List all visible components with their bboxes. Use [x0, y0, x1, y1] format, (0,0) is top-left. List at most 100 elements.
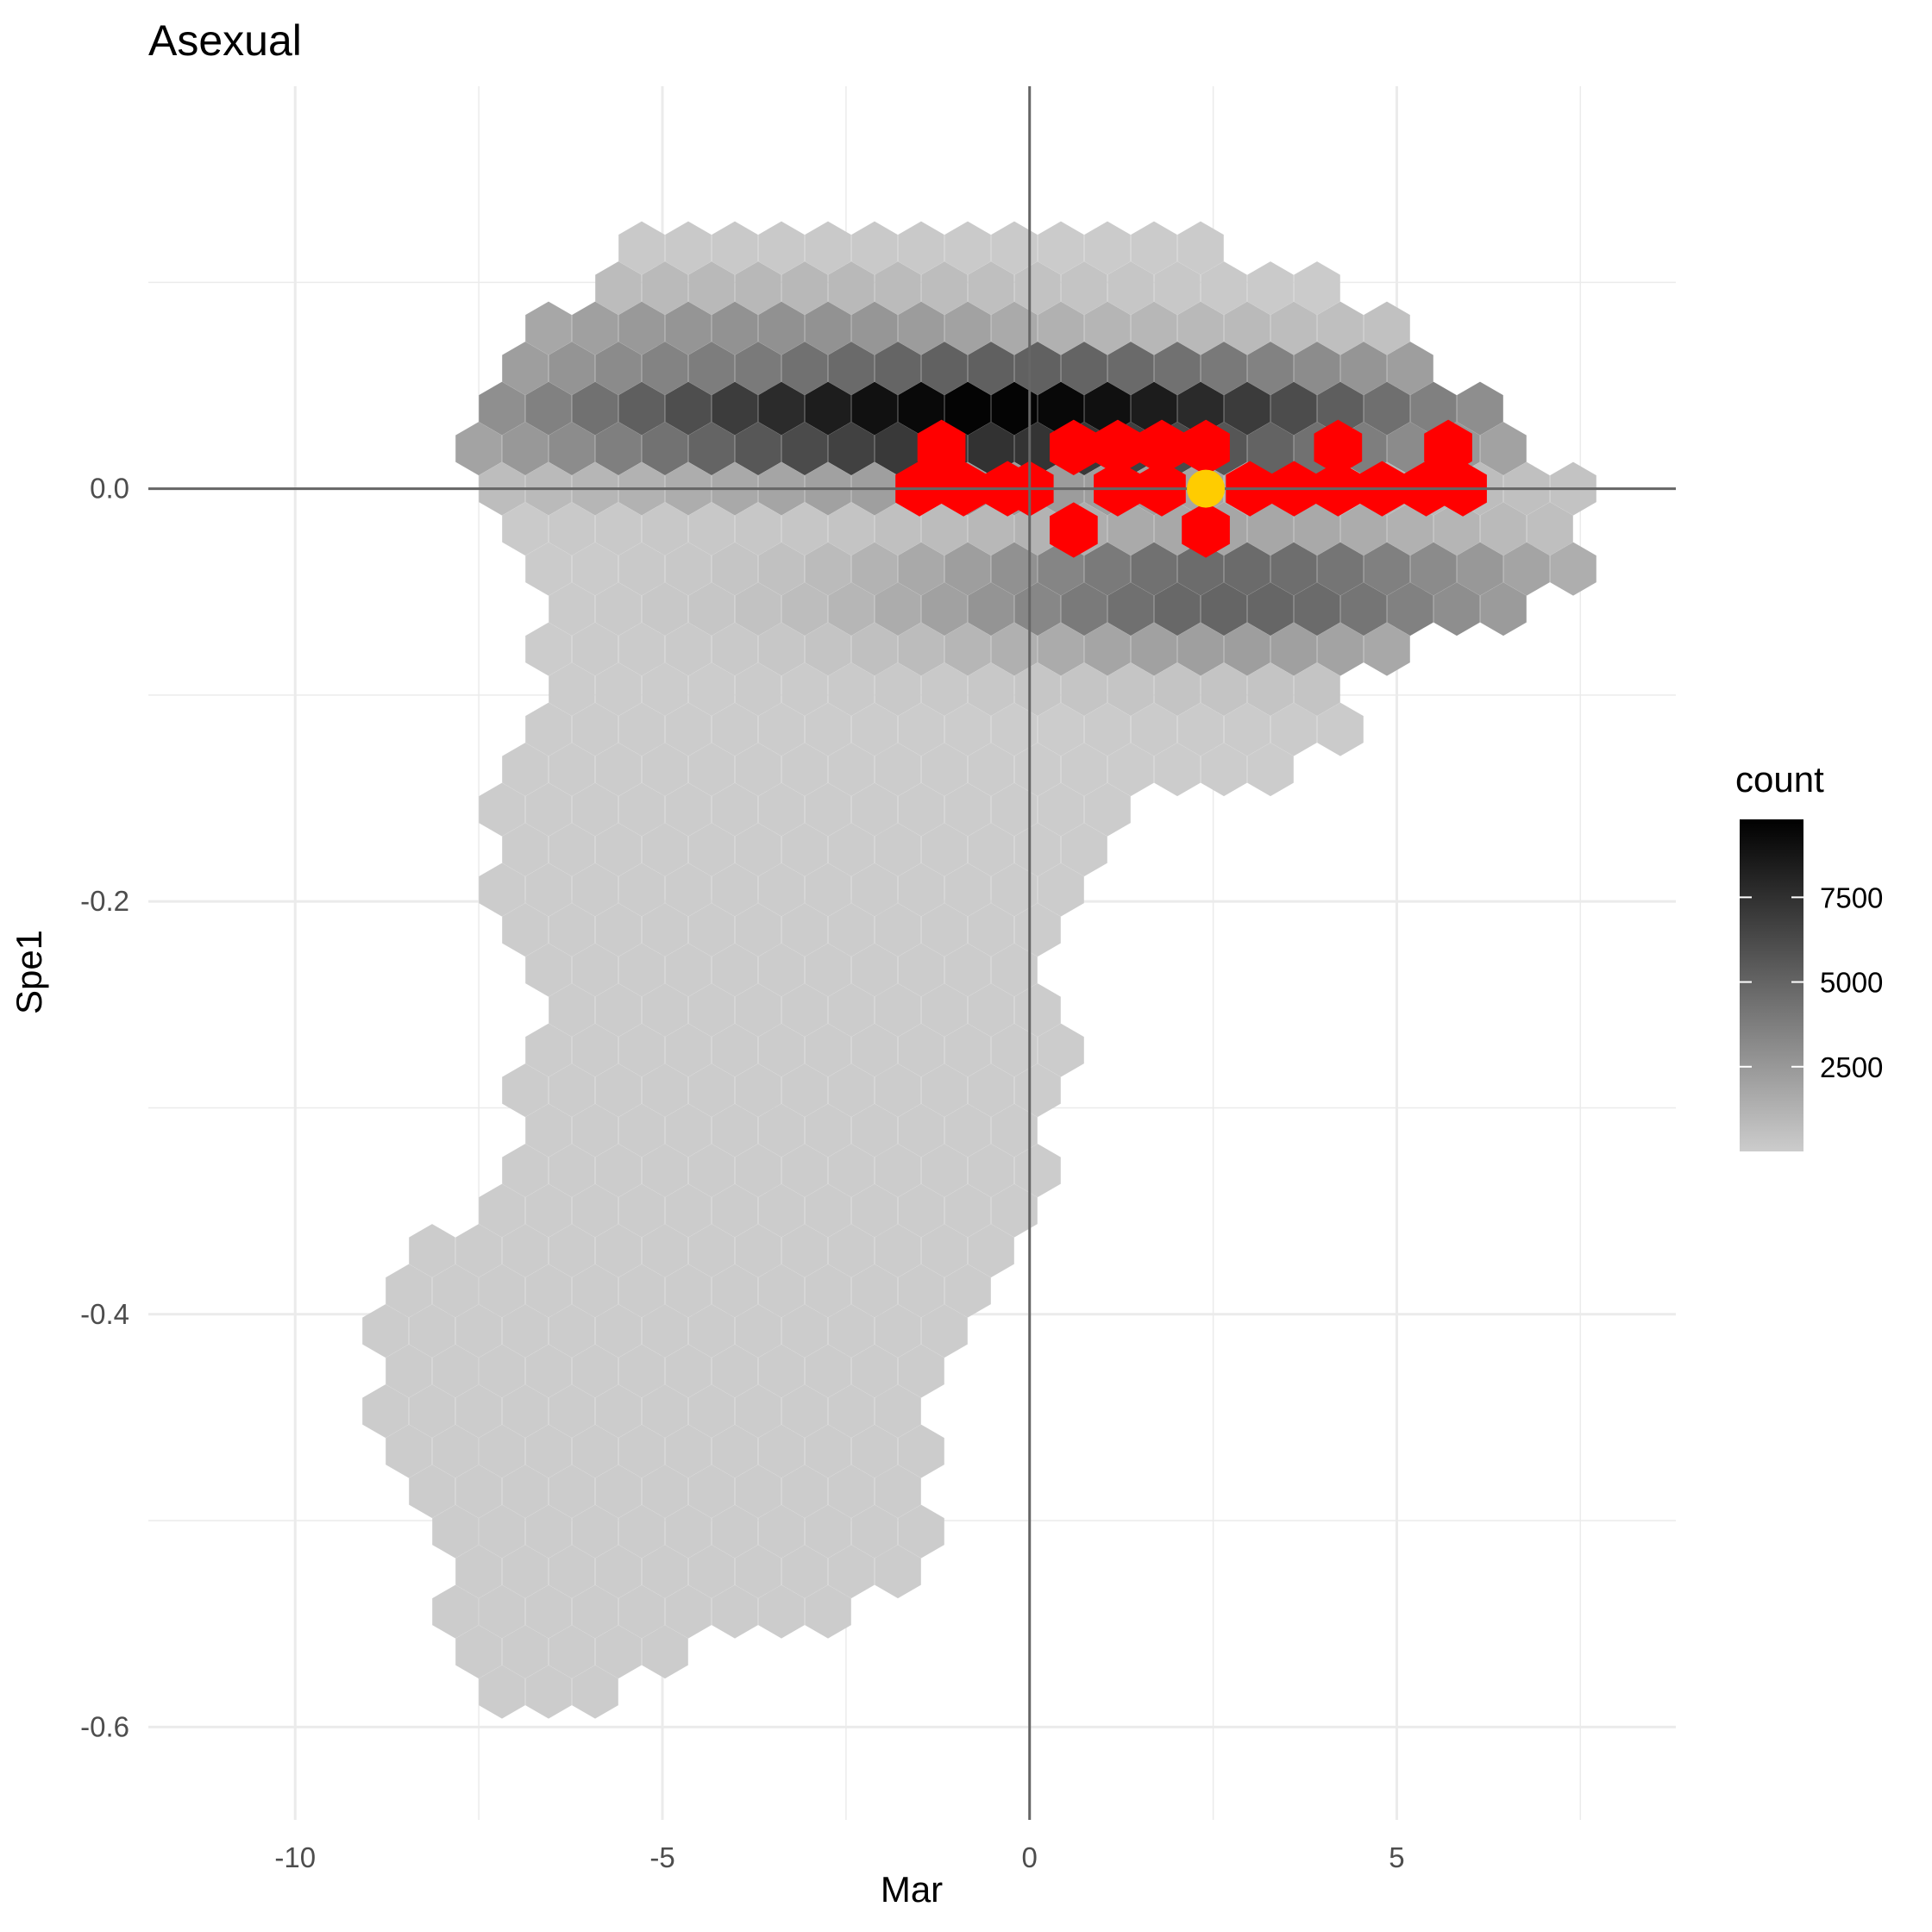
hex-bin: [1107, 261, 1154, 316]
marker-layer: [1187, 469, 1226, 508]
hex-bin: [805, 542, 851, 596]
hex-bin: [735, 1545, 781, 1599]
hex-bin: [1014, 261, 1061, 316]
hex-bin: [642, 502, 688, 556]
hex-bin: [595, 743, 642, 797]
hex-bin: [688, 1304, 735, 1358]
hex-bin: [921, 1304, 968, 1358]
hex-bin: [502, 1545, 549, 1599]
hex-bin: [409, 1304, 455, 1358]
hex-bin: [712, 542, 758, 596]
hex-bin: [1154, 743, 1201, 797]
hex-bin: [851, 221, 898, 275]
hex-bin: [525, 1584, 572, 1639]
hex-bin: [781, 582, 828, 637]
hex-bin: [642, 1224, 688, 1278]
hex-bin: [898, 301, 944, 355]
hex-bin: [1107, 743, 1154, 797]
hex-bin: [805, 862, 851, 917]
hex-bin: [1014, 743, 1061, 797]
hex-bin: [735, 1144, 781, 1198]
hex-bin: [572, 1344, 618, 1398]
hex-bin: [898, 1344, 944, 1398]
hex-bin: [781, 1384, 828, 1439]
hex-bin: [1224, 702, 1270, 756]
hex-bin: [688, 1465, 735, 1519]
hex-bin: [549, 662, 595, 717]
hex-bin: [688, 1224, 735, 1278]
x-axis-ticks: -10 -5 0 5: [274, 1841, 1404, 1873]
hex-bin: [712, 221, 758, 275]
hex-bin: [688, 983, 735, 1038]
hex-bin: [1131, 622, 1177, 676]
hex-bin: [1294, 582, 1340, 637]
hex-bin: [665, 702, 712, 756]
hex-bin: [432, 1264, 479, 1318]
hex-bin: [828, 261, 875, 316]
hex-bin: [851, 301, 898, 355]
hex-bin: [875, 1465, 921, 1519]
hex-bin: [362, 1384, 409, 1439]
hex-bin: [618, 1584, 665, 1639]
legend-title: count: [1735, 759, 1824, 800]
hex-bin: [712, 1584, 758, 1639]
hex-bin: [921, 342, 968, 396]
hex-bin: [712, 782, 758, 837]
hex-bin: [1107, 342, 1154, 396]
hex-bin: [595, 422, 642, 476]
hex-bin: [968, 502, 1014, 556]
hex-bin: [921, 261, 968, 316]
hex-bin: [1014, 582, 1061, 637]
hex-bin: [1224, 381, 1270, 436]
hex-bin: [432, 1584, 479, 1639]
hex-bin: [875, 1224, 921, 1278]
hex-bin: [525, 381, 572, 436]
hex-bin: [735, 261, 781, 316]
hex-bin: [1014, 342, 1061, 396]
hex-bin: [1084, 542, 1131, 596]
hex-bin: [898, 702, 944, 756]
hex-bin: [1038, 622, 1084, 676]
hex-bin: [1317, 622, 1364, 676]
hex-bin: [781, 743, 828, 797]
hex-bin: [618, 1344, 665, 1398]
hex-bin: [572, 1264, 618, 1318]
hex-bin: [1247, 582, 1294, 637]
hex-bin: [781, 261, 828, 316]
hex-bin: [805, 1023, 851, 1077]
hex-bin: [1247, 342, 1294, 396]
hex-bin: [758, 1183, 805, 1238]
hex-bin: [525, 1665, 572, 1719]
hex-bin: [735, 422, 781, 476]
hex-bin: [805, 301, 851, 355]
x-tick-label: -10: [274, 1841, 316, 1873]
hex-bin: [875, 1384, 921, 1439]
hex-bin: [758, 1424, 805, 1478]
hex-bin: [409, 1384, 455, 1439]
hex-bin: [595, 502, 642, 556]
hex-bin: [688, 1545, 735, 1599]
hex-bin: [805, 381, 851, 436]
hex-bin: [1433, 582, 1480, 637]
hex-bin: [595, 1144, 642, 1198]
hex-bin: [898, 1183, 944, 1238]
hex-bin: [735, 1224, 781, 1278]
hex-bin: [1154, 342, 1201, 396]
hex-bin: [1038, 221, 1084, 275]
hex-bin: [944, 221, 991, 275]
hex-bin: [642, 1144, 688, 1198]
hex-bin: [572, 862, 618, 917]
hex-bin: [642, 342, 688, 396]
hex-bin: [875, 422, 921, 476]
hex-bin: [828, 662, 875, 717]
hex-bin: [525, 1103, 572, 1157]
hex-bin: [665, 622, 712, 676]
hex-bin: [805, 782, 851, 837]
hex-bin: [1387, 422, 1433, 476]
hex-bin: [851, 1103, 898, 1157]
hex-bin: [665, 862, 712, 917]
hex-bin: [642, 422, 688, 476]
hex-bin: [642, 1384, 688, 1439]
hex-bin: [618, 782, 665, 837]
